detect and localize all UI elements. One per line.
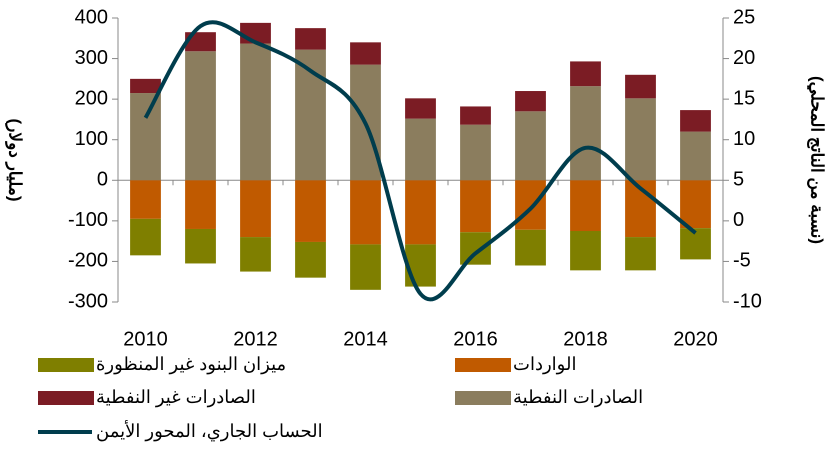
bar-segment <box>570 180 601 231</box>
legend-swatch <box>38 391 94 405</box>
bar-segment <box>570 231 601 271</box>
y-tick-label: -300 <box>68 290 108 312</box>
legend-label: الصادرات النفطية <box>513 387 643 408</box>
bar-segment <box>350 42 381 65</box>
y2-axis-label: (نسبة من الناتج المحلي) <box>807 76 827 244</box>
bar-segment <box>515 91 546 112</box>
bar-segment <box>130 93 161 181</box>
y-tick-label: 300 <box>75 47 108 69</box>
y2-tick-label: 15 <box>733 87 755 109</box>
bar-segment <box>515 229 546 266</box>
y2-tick-label: 20 <box>733 47 755 69</box>
bar-segment <box>405 180 436 245</box>
bar-segment <box>460 180 491 233</box>
legend-swatch <box>455 358 511 372</box>
bar-segment <box>185 180 216 229</box>
bar-segment <box>130 180 161 219</box>
bar-segment <box>185 32 216 52</box>
y2-tick-label: 25 <box>733 6 755 28</box>
x-tick-label: 2018 <box>563 328 608 350</box>
bar-segment <box>185 51 216 181</box>
bar-segment <box>515 180 546 230</box>
line <box>143 20 697 302</box>
bar-segment <box>680 228 711 260</box>
legend-label: الحساب الجاري، المحور الأيمن <box>96 419 323 442</box>
bar-segment <box>240 43 271 181</box>
y2-tick-label: 5 <box>733 169 744 191</box>
y2-tick-label: -5 <box>733 250 751 272</box>
bar-segment <box>625 74 656 99</box>
y2-tick-label: -10 <box>733 290 762 312</box>
bar-segment <box>515 111 546 181</box>
bar-segment <box>130 78 161 94</box>
y2-tick-label: 10 <box>733 128 755 150</box>
bar-segment <box>680 131 711 181</box>
y2-tick-label: 0 <box>733 209 744 231</box>
y-tick-label: 200 <box>75 87 108 109</box>
bar-segment <box>460 106 491 125</box>
x-tick-label: 2012 <box>233 328 278 350</box>
bar-segment <box>405 244 436 287</box>
bar-segment <box>625 237 656 271</box>
bar-segment <box>680 110 711 132</box>
bar-segment <box>405 98 436 119</box>
bar-segment <box>405 118 436 181</box>
x-tick-label: 2014 <box>343 328 388 350</box>
bar-segment <box>185 228 216 264</box>
bar-segment <box>460 124 491 181</box>
bar-segment <box>680 180 711 229</box>
y-tick-label: 100 <box>75 128 108 150</box>
bar-segment <box>570 86 601 181</box>
bar-segment <box>570 61 601 87</box>
bar-segment <box>460 232 491 265</box>
x-tick-label: 2016 <box>453 328 498 350</box>
bar-segment <box>625 98 656 181</box>
legend-swatch <box>455 391 511 405</box>
bar-segment <box>130 218 161 256</box>
bar-segment <box>295 28 326 50</box>
y-tick-label: -200 <box>68 250 108 272</box>
x-tick-label: 2010 <box>123 328 168 350</box>
bar-segment <box>295 180 326 242</box>
legend-label: الصادرات غير النفطية <box>96 387 256 408</box>
bar-segment <box>240 237 271 272</box>
legend-label: الواردات <box>513 354 576 375</box>
y-axis-label: (مليار دولار) <box>5 118 25 201</box>
bar-segment <box>295 241 326 278</box>
legend-label: ميزان البنود غير المنظورة <box>96 354 286 375</box>
legend-swatch <box>38 358 94 372</box>
x-tick-label: 2020 <box>673 328 718 350</box>
y-tick-label: 0 <box>97 169 108 191</box>
bar-segment <box>350 180 381 245</box>
bar-segment <box>350 244 381 290</box>
bar-segment <box>240 180 271 238</box>
y-tick-label: 400 <box>75 6 108 28</box>
y-tick-label: -100 <box>68 209 108 231</box>
